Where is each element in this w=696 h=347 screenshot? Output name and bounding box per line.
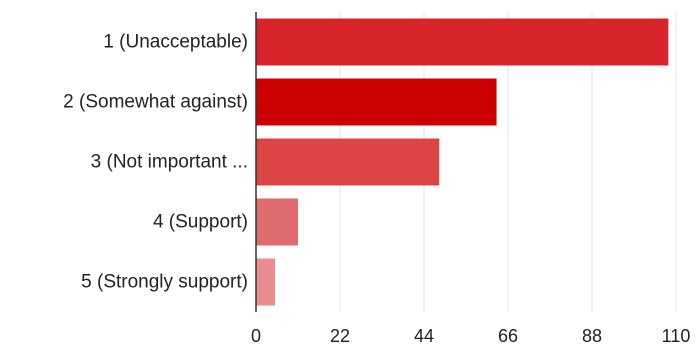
bar-1: [256, 18, 669, 66]
category-label-5: 5 (Strongly support): [81, 272, 248, 293]
category-labels: 1 (Unacceptable) 2 (Somewhat against) 3 (N…: [63, 32, 248, 293]
category-label-3: 3 (Not important ...: [91, 152, 248, 173]
category-label-2: 2 (Somewhat against): [63, 92, 248, 113]
x-tick-labels: 0 22 44 66 88 110: [251, 326, 690, 346]
x-tick-88: 88: [582, 326, 602, 346]
bar-3: [256, 138, 440, 186]
category-label-4: 4 (Support): [153, 212, 248, 233]
bar-5: [256, 258, 276, 306]
x-tick-66: 66: [498, 326, 518, 346]
x-tick-22: 22: [330, 326, 350, 346]
x-tick-110: 110: [662, 326, 691, 346]
category-label-1: 1 (Unacceptable): [103, 32, 248, 53]
x-tick-0: 0: [251, 326, 261, 346]
bar-2: [256, 78, 497, 126]
x-tick-44: 44: [414, 326, 434, 346]
bar-4: [256, 198, 298, 246]
bars-layer: [256, 18, 669, 306]
